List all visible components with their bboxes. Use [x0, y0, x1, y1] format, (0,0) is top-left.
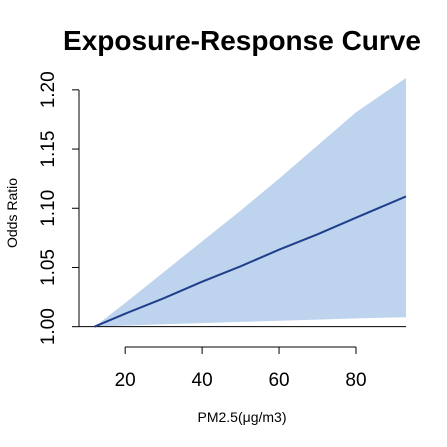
- x-axis-label: PM2.5(μg/m3): [198, 409, 287, 425]
- y-axis-label: Odds Ratio: [4, 178, 20, 248]
- x-tick-label: 80: [345, 370, 366, 391]
- y-tick-label: 1.20: [38, 71, 59, 108]
- y-tick-label: 1.10: [38, 190, 59, 227]
- y-tick-label: 1.15: [38, 131, 59, 168]
- plot-area: [79, 78, 406, 327]
- chart-title: Exposure-Response Curve: [63, 25, 421, 56]
- x-tick-label: 20: [115, 370, 136, 391]
- confidence-band: [94, 78, 406, 327]
- x-tick-label: 40: [192, 370, 213, 391]
- y-tick-label: 1.05: [38, 249, 59, 286]
- y-tick-label: 1.00: [38, 308, 59, 345]
- x-tick-label: 60: [268, 370, 289, 391]
